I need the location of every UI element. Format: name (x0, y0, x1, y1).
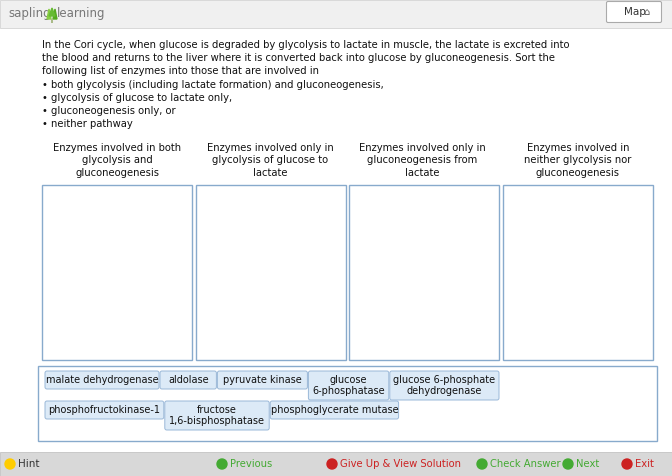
FancyBboxPatch shape (390, 371, 499, 400)
Text: Next: Next (576, 459, 599, 469)
Text: Enzymes involved in
neither glycolysis nor
gluconeogenesis: Enzymes involved in neither glycolysis n… (524, 143, 632, 178)
Text: phosphofructokinase-1: phosphofructokinase-1 (48, 405, 161, 415)
Circle shape (622, 459, 632, 469)
Polygon shape (49, 8, 55, 16)
Polygon shape (53, 9, 57, 19)
FancyBboxPatch shape (270, 401, 398, 419)
Text: Enzymes involved only in
gluconeogenesis from
lactate: Enzymes involved only in gluconeogenesis… (359, 143, 485, 178)
Text: sapling: sapling (8, 8, 50, 20)
Bar (503, 185, 653, 360)
Text: Enzymes involved only in
glycolysis of glucose to
lactate: Enzymes involved only in glycolysis of g… (206, 143, 333, 178)
Bar (0, 452, 672, 476)
Text: Previous: Previous (230, 459, 272, 469)
Text: Hint: Hint (18, 459, 40, 469)
Text: Check Answer: Check Answer (490, 459, 560, 469)
Text: In the Cori cycle, when glucose is degraded by glycolysis to lactate in muscle, : In the Cori cycle, when glucose is degra… (42, 40, 569, 129)
Text: glucose
6-phosphatase: glucose 6-phosphatase (312, 375, 385, 397)
Text: glucose 6-phosphate
dehydrogenase: glucose 6-phosphate dehydrogenase (393, 375, 495, 397)
Bar (0, 0, 672, 28)
Text: Enzymes involved in both
glycolysis and
gluconeogenesis: Enzymes involved in both glycolysis and … (53, 143, 181, 178)
FancyBboxPatch shape (218, 371, 307, 389)
FancyBboxPatch shape (160, 371, 216, 389)
FancyBboxPatch shape (607, 1, 661, 22)
Circle shape (5, 459, 15, 469)
Bar (38, 366, 657, 441)
Bar (51, 19, 53, 23)
FancyBboxPatch shape (45, 371, 159, 389)
FancyBboxPatch shape (45, 401, 164, 419)
Circle shape (217, 459, 227, 469)
Circle shape (327, 459, 337, 469)
Text: ⌂: ⌂ (643, 7, 649, 17)
Bar (42, 185, 192, 360)
Polygon shape (47, 9, 51, 19)
Text: aldolase: aldolase (168, 375, 208, 385)
Text: malate dehydrogenase: malate dehydrogenase (46, 375, 159, 385)
Text: pyruvate kinase: pyruvate kinase (223, 375, 302, 385)
Text: Map: Map (624, 7, 646, 17)
Text: Give Up & View Solution: Give Up & View Solution (340, 459, 461, 469)
Circle shape (477, 459, 487, 469)
FancyBboxPatch shape (165, 401, 269, 430)
Text: fructose
1,6-bisphosphatase: fructose 1,6-bisphosphatase (169, 405, 265, 426)
FancyBboxPatch shape (308, 371, 389, 400)
Text: phosphoglycerate mutase: phosphoglycerate mutase (271, 405, 398, 415)
Bar (349, 185, 499, 360)
Circle shape (563, 459, 573, 469)
Text: Exit: Exit (635, 459, 654, 469)
Bar (196, 185, 346, 360)
Text: learning: learning (57, 8, 106, 20)
